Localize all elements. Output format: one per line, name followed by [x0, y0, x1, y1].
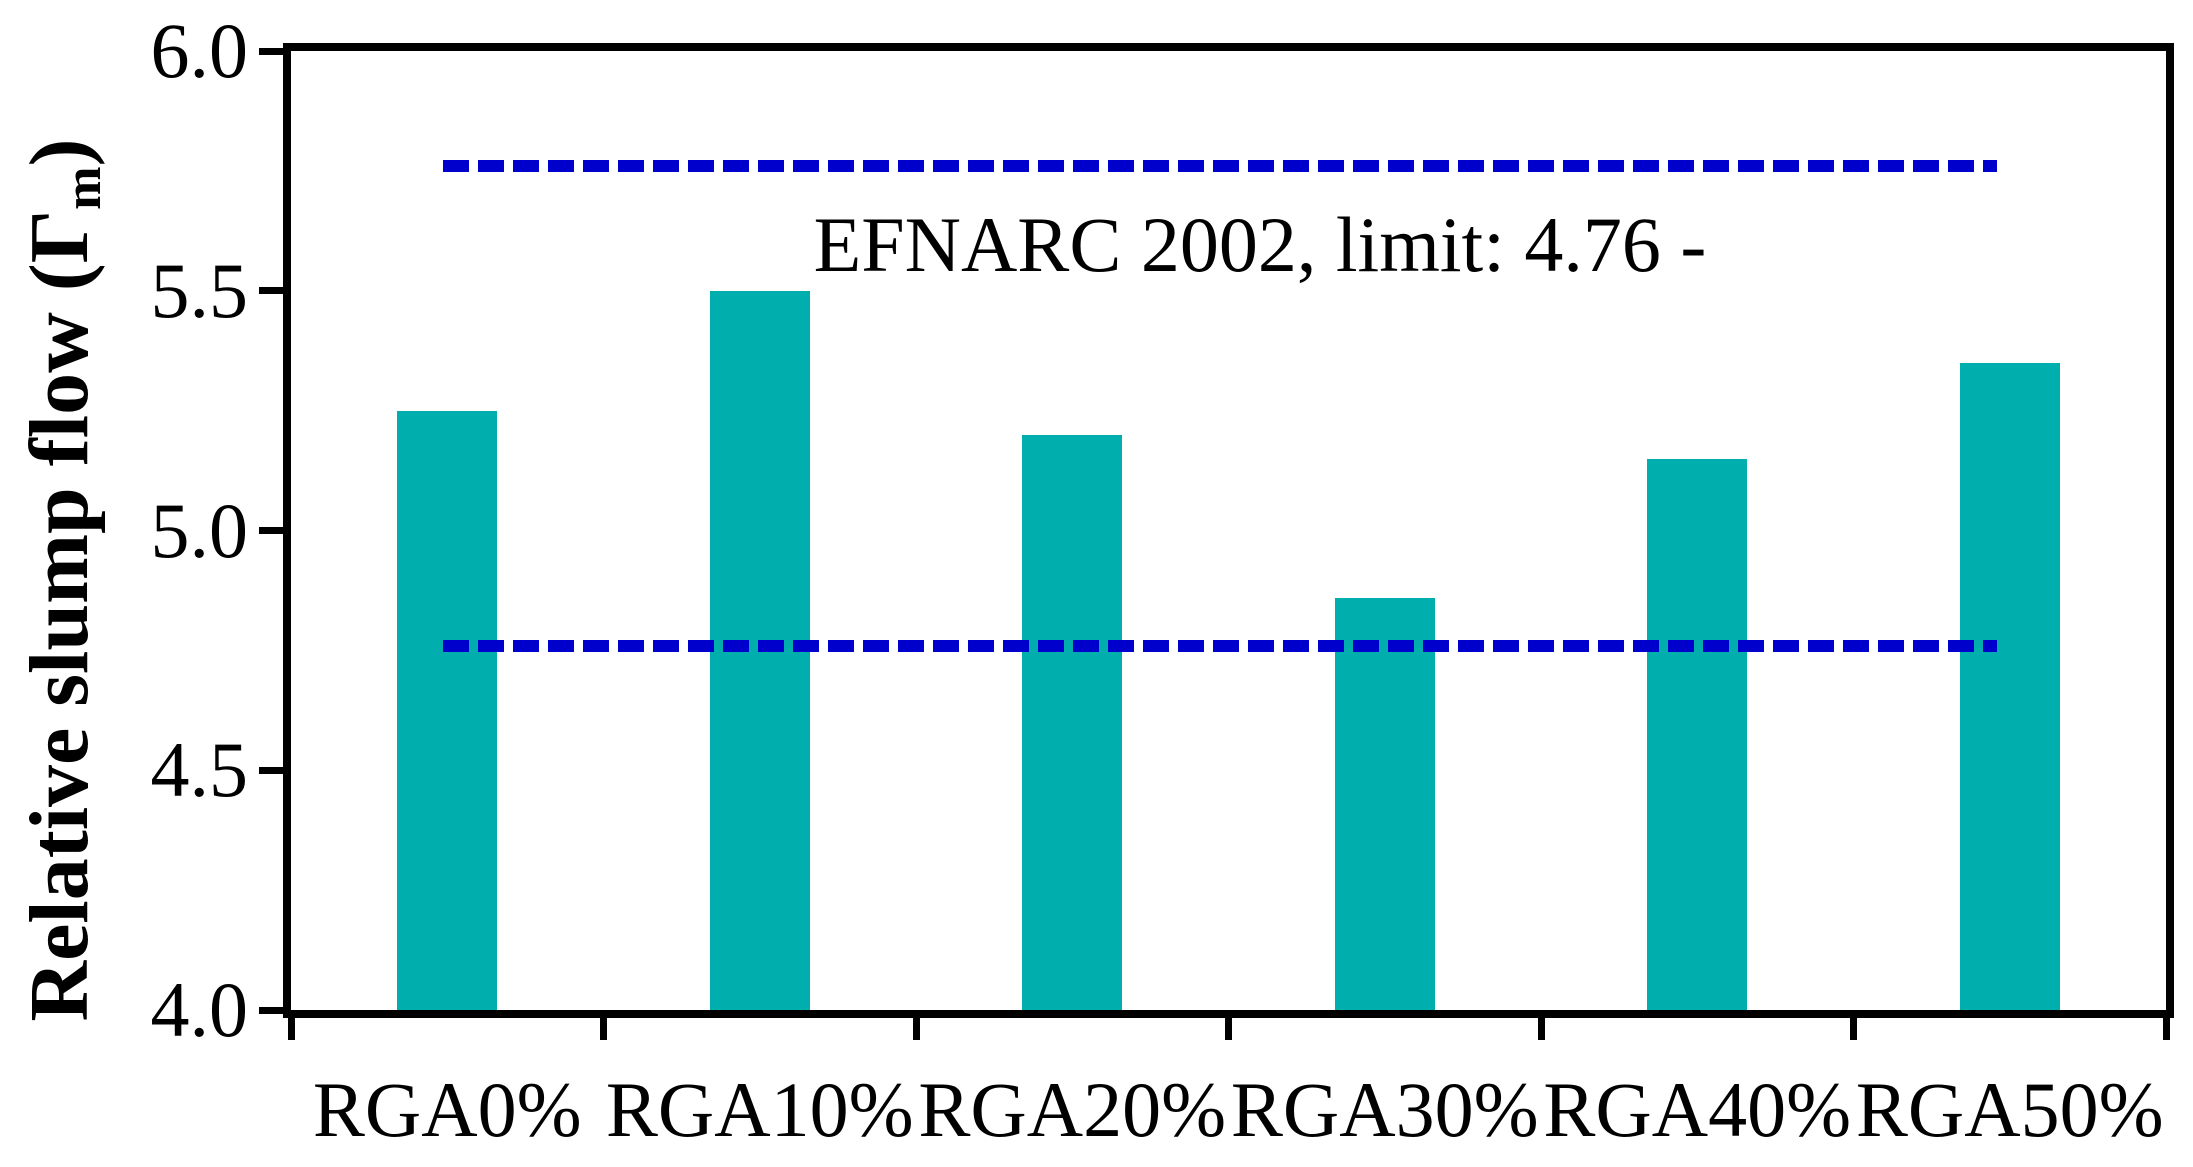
bar-RGA0%: [397, 410, 498, 1010]
x-axis-label-RGA40%: RGA40%: [1543, 1066, 1852, 1153]
x-axis-tick: [1850, 1010, 1857, 1040]
reference-line-5.76: [443, 160, 1997, 173]
y-axis-tick: [259, 766, 291, 774]
x-axis-label-RGA30%: RGA30%: [1230, 1066, 1539, 1153]
x-axis-tick: [1537, 1010, 1545, 1040]
bar-RGA50%: [1959, 362, 2060, 1010]
y-axis-tick-label: 5.0: [150, 486, 249, 574]
x-axis-tick: [1225, 1010, 1232, 1040]
y-axis-title-close: ): [13, 138, 106, 167]
x-axis-tick: [287, 1010, 295, 1040]
bar-RGA20%: [1022, 434, 1123, 1010]
x-axis-label-RGA10%: RGA10%: [605, 1066, 914, 1153]
y-axis-tick: [259, 1006, 291, 1014]
y-axis-title: Relative slump flow (Γm): [5, 95, 115, 1065]
y-axis-tick: [259, 287, 291, 295]
x-axis-label-RGA0%: RGA0%: [312, 1066, 582, 1153]
y-axis-title-subscript: m: [55, 166, 113, 210]
y-axis-tick-label: 5.5: [150, 246, 249, 334]
reference-line-4.76: [443, 639, 1997, 652]
y-axis-tick-label: 4.0: [150, 966, 249, 1053]
y-axis-tick-label: 4.5: [150, 726, 249, 814]
y-axis-tick: [259, 47, 291, 55]
bar-RGA30%: [1334, 597, 1435, 1010]
x-axis-label-RGA20%: RGA20%: [918, 1066, 1227, 1153]
x-axis-tick: [600, 1010, 607, 1040]
plot-area: [283, 43, 2174, 1018]
y-axis-title-text: Relative slump flow (Γ: [13, 209, 106, 1022]
y-axis-tick: [259, 527, 291, 534]
x-axis-tick: [2162, 1010, 2170, 1040]
x-axis-label-RGA50%: RGA50%: [1855, 1066, 2164, 1153]
bar-RGA40%: [1647, 458, 1748, 1010]
annotation-efnarc-limit: EFNARC 2002, limit: 4.76 -: [813, 201, 1707, 288]
x-axis-tick: [912, 1010, 920, 1040]
y-axis-tick-label: 6.0: [150, 7, 249, 94]
